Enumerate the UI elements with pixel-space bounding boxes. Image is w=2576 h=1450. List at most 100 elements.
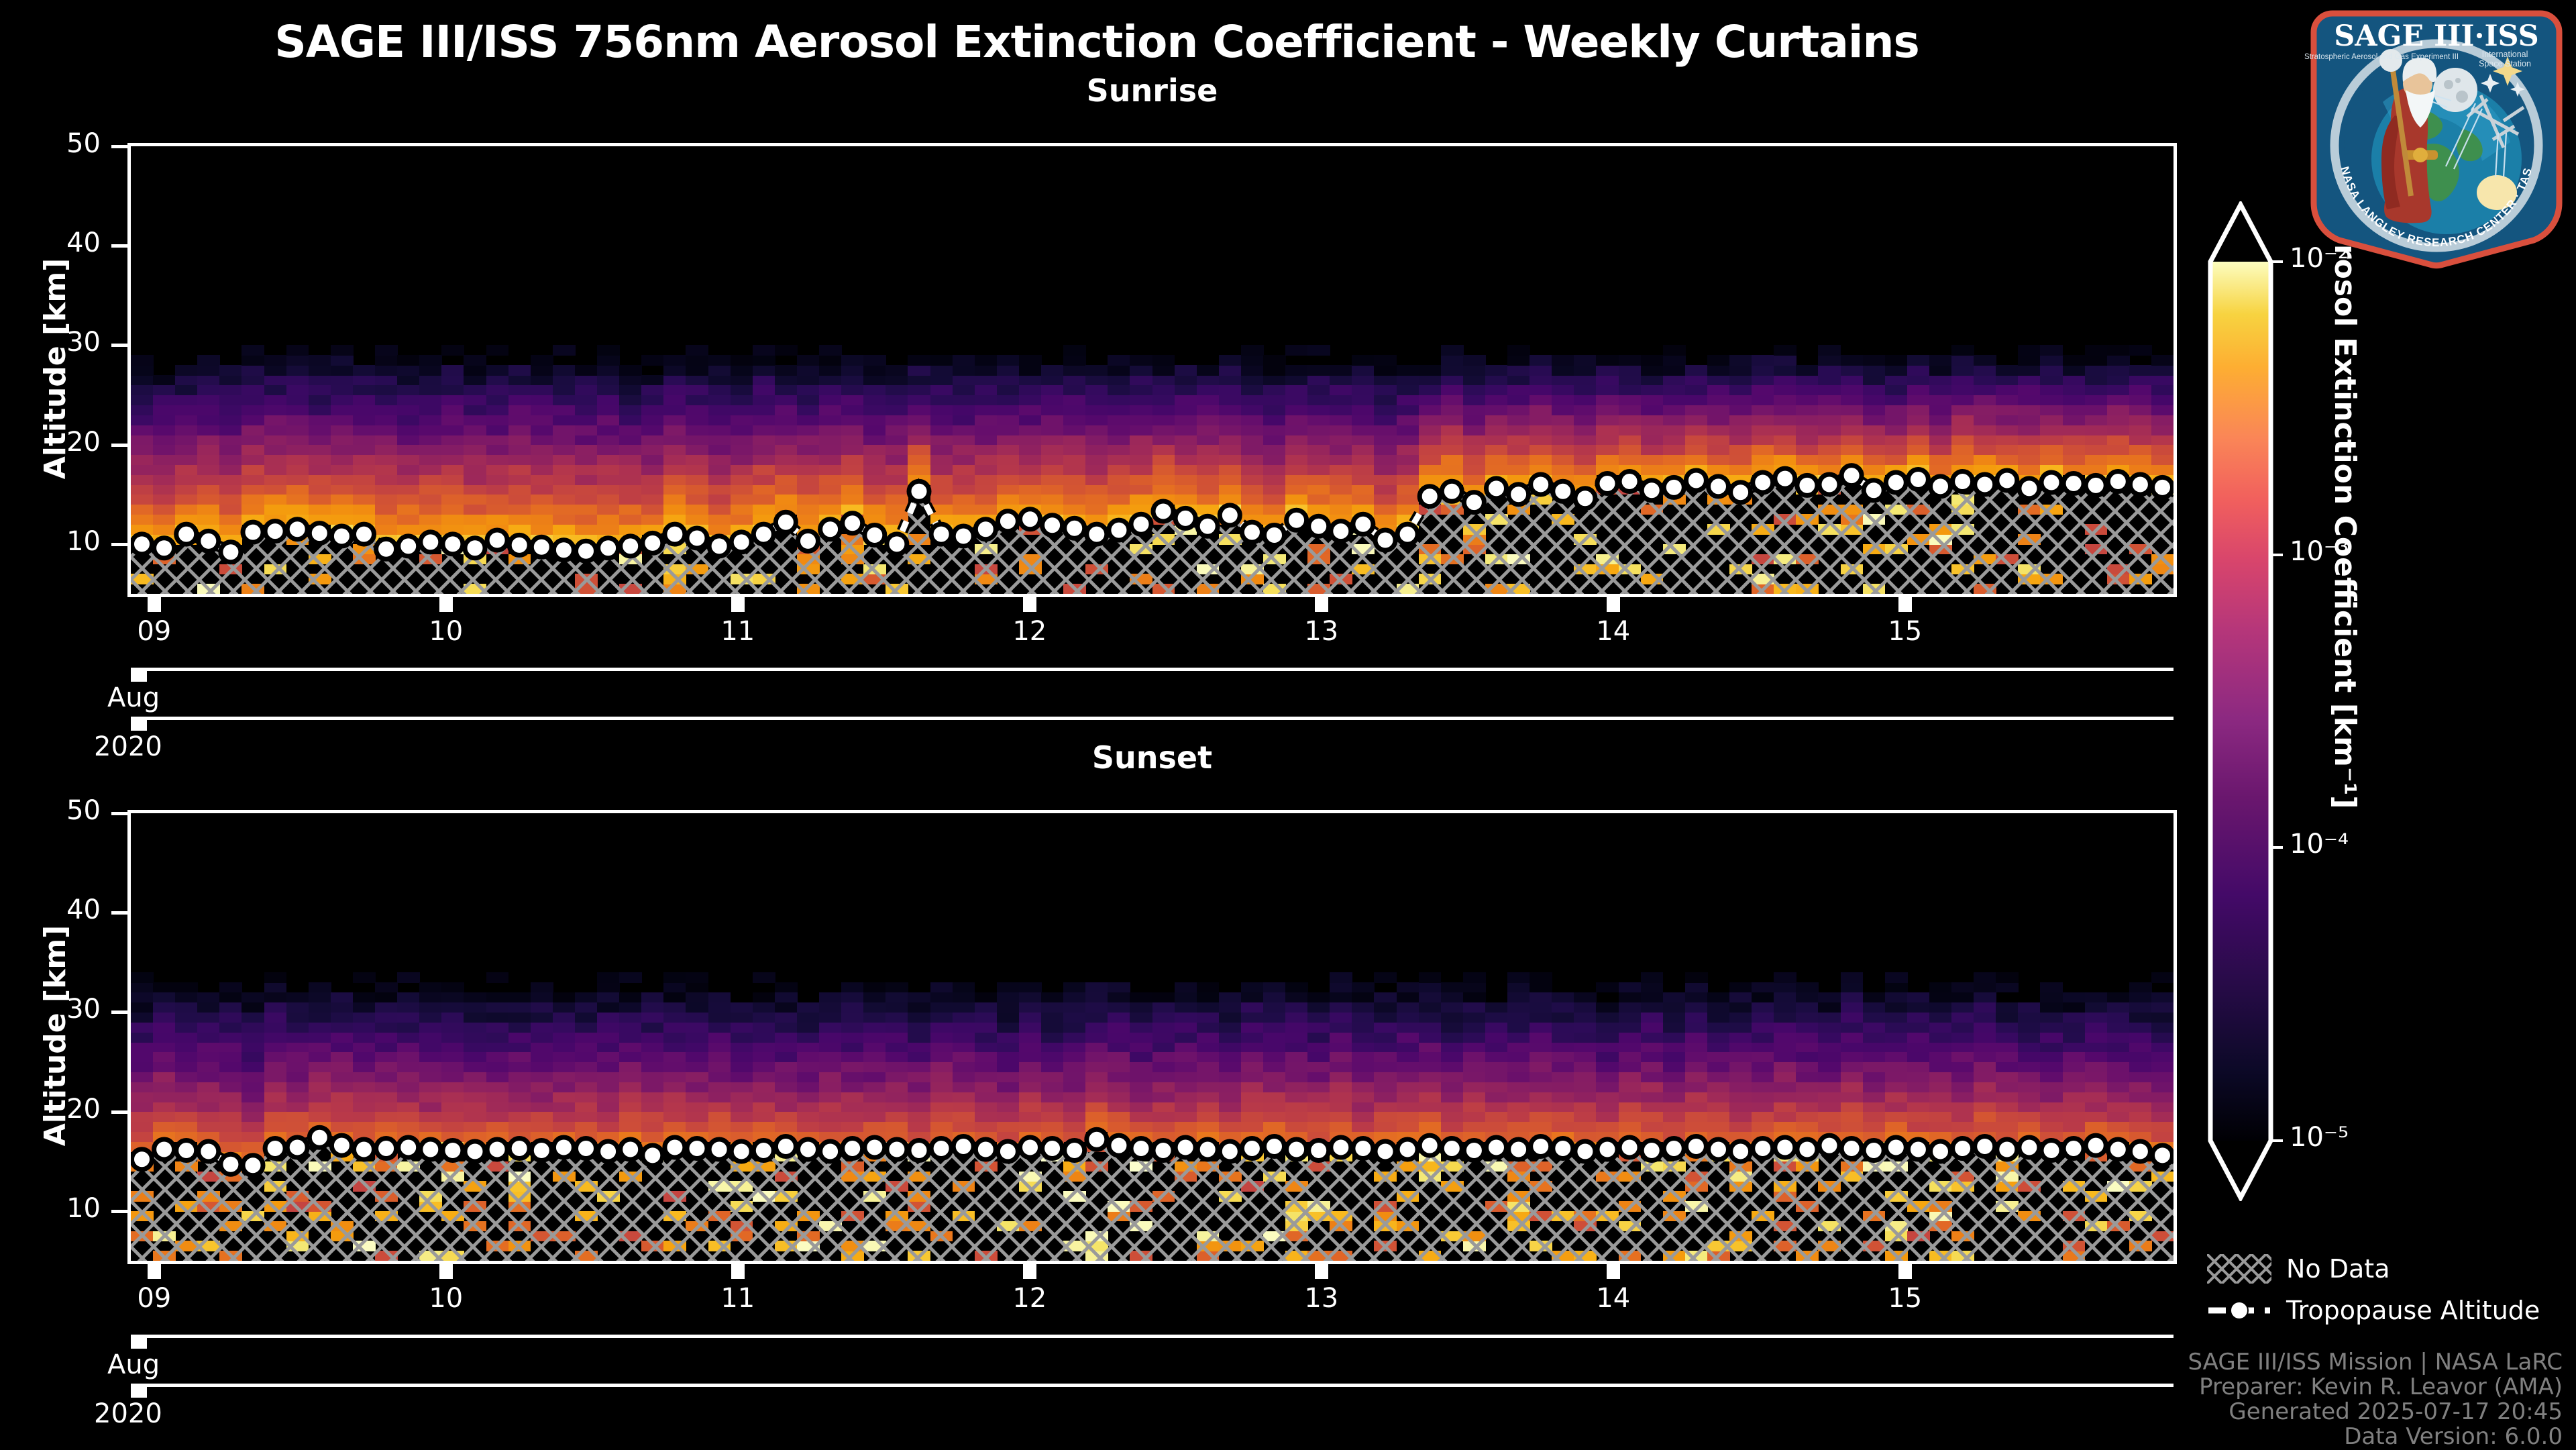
- heatmap-cell: [308, 355, 331, 366]
- heatmap-cell: [508, 484, 531, 495]
- heatmap-cell: [397, 384, 420, 396]
- x-tick-label: 12: [1012, 616, 1047, 647]
- heatmap-cell: [530, 464, 553, 475]
- heatmap-cell: [486, 474, 509, 485]
- heatmap-cell: [508, 454, 531, 465]
- heatmap-cell: [464, 454, 487, 465]
- heatmap-cell: [552, 434, 576, 446]
- heatmap-cell: [419, 365, 443, 376]
- heatmap-cell: [574, 454, 598, 465]
- heatmap-cell: [352, 454, 376, 465]
- x-tick-label: 13: [1304, 616, 1339, 647]
- heatmap-cell: [330, 365, 354, 376]
- heatmap-cell: [352, 405, 376, 415]
- heatmap-cell: [330, 405, 354, 415]
- heatmap-cell: [375, 384, 398, 396]
- heatmap-cell: [574, 395, 598, 406]
- heatmap-cell: [419, 405, 443, 415]
- heatmap-cell: [153, 504, 176, 515]
- x-tick-label: 11: [720, 616, 755, 647]
- heatmap-cell: [530, 405, 553, 415]
- heatmap-cell: [419, 374, 443, 386]
- heatmap-cell: [219, 514, 243, 525]
- heatmap-cell: [352, 384, 376, 396]
- heatmap-cell: [530, 524, 553, 535]
- heatmap-cell: [397, 405, 420, 415]
- x-tick-label: 14: [1596, 616, 1631, 647]
- heatmap-cell: [375, 365, 398, 376]
- legend-item-no-data[interactable]: No Data: [2207, 1248, 2569, 1290]
- y-tick-label: 10: [66, 1192, 101, 1224]
- heatmap-cell: [153, 484, 176, 495]
- heatmap-cell: [530, 384, 553, 396]
- heatmap-cell: [308, 444, 331, 456]
- colorbar[interactable]: 10⁻² 10⁻³ 10⁻⁴ 10⁻⁵: [2204, 201, 2349, 1201]
- x-tick-label: 09: [137, 616, 172, 647]
- heatmap-cell: [308, 434, 331, 446]
- heatmap-cell: [464, 365, 487, 376]
- heatmap-cell: [131, 474, 154, 485]
- y-tick-mark: [111, 911, 127, 915]
- heatmap-cell: [419, 384, 443, 396]
- heatmap-cell: [574, 474, 598, 485]
- heatmap-cell: [419, 484, 443, 495]
- heatmap-cell: [241, 494, 265, 505]
- heatmap-cell: [131, 374, 154, 386]
- heatmap-cell: [330, 434, 354, 446]
- heatmap-cell: [530, 355, 553, 366]
- heatmap-cell: [530, 454, 553, 465]
- heatmap-cell: [219, 474, 243, 485]
- x-tick-label: 15: [1888, 616, 1923, 647]
- heatmap-cell: [241, 384, 265, 396]
- plot-area-sunset[interactable]: [127, 810, 2177, 1264]
- heatmap-cell: [219, 454, 243, 465]
- heatmap-cell: [375, 355, 398, 366]
- heatmap-cell: [508, 444, 531, 456]
- footer-line-preparer: Preparer: Kevin R. Leavor (AMA): [2199, 1374, 2563, 1400]
- heatmap-cell: [131, 524, 154, 535]
- heatmap-cell: [397, 494, 420, 505]
- heatmap-cell: [419, 355, 443, 366]
- heatmap-cell: [375, 494, 398, 505]
- heatmap-cell: [375, 345, 398, 356]
- logo-title: SAGE III·ISS: [2334, 19, 2538, 53]
- heatmap-cell: [552, 504, 576, 515]
- y-tick-label: 40: [66, 894, 101, 926]
- heatmap-cell: [352, 374, 376, 386]
- heatmap-cell: [308, 464, 331, 475]
- x-tick-mark: [1606, 1263, 1620, 1279]
- heatmap-cell: [530, 395, 553, 406]
- heatmap-cell: [241, 395, 265, 406]
- heatmap-cell: [552, 345, 576, 356]
- heatmap-cell: [486, 514, 509, 525]
- heatmap-cell: [264, 425, 287, 435]
- heatmap-cell: [375, 484, 398, 495]
- heatmap-cell: [552, 454, 576, 465]
- heatmap-cell: [175, 384, 198, 396]
- heatmap-cell: [153, 425, 176, 435]
- heatmap-cell: [486, 464, 509, 475]
- heatmap-cell: [375, 425, 398, 435]
- plot-area-sunrise[interactable]: [127, 143, 2177, 597]
- heatmap-cell: [352, 474, 376, 485]
- heatmap-cell: [508, 395, 531, 406]
- heatmap-cell: [131, 395, 154, 406]
- heatmap-cell: [486, 345, 509, 356]
- heatmap-cell: [308, 405, 331, 415]
- heatmap-cell: [441, 425, 465, 435]
- heatmap-cell: [330, 384, 354, 396]
- heatmap-cell: [508, 425, 531, 435]
- heatmap-cell: [153, 444, 176, 456]
- heatmap-cell: [375, 464, 398, 475]
- heatmap-cell: [241, 484, 265, 495]
- heatmap-cell: [397, 514, 420, 525]
- heatmap-cell: [574, 365, 598, 376]
- heatmap-cell: [574, 484, 598, 495]
- date-level-rule-year: [131, 1384, 2174, 1387]
- heatmap-cell: [352, 365, 376, 376]
- heatmap-cell: [375, 514, 398, 525]
- heatmap-cell: [464, 474, 487, 485]
- heatmap-cell: [241, 504, 265, 515]
- legend-item-tropopause[interactable]: Tropopause Altitude: [2207, 1290, 2569, 1331]
- legend-label-tropopause: Tropopause Altitude: [2286, 1296, 2540, 1325]
